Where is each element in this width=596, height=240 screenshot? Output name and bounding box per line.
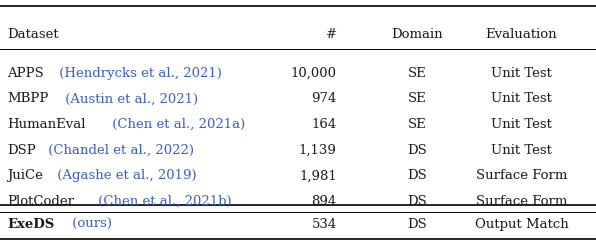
Text: Dataset: Dataset [7,28,59,41]
Text: Surface Form: Surface Form [476,195,567,208]
Text: HumanEval: HumanEval [7,118,86,131]
Text: DS: DS [407,218,427,231]
Text: Unit Test: Unit Test [491,92,552,105]
Text: APPS: APPS [7,67,44,80]
Text: Output Match: Output Match [474,218,569,231]
Text: DS: DS [407,195,427,208]
Text: MBPP: MBPP [7,92,48,105]
Text: DS: DS [407,144,427,157]
Text: Unit Test: Unit Test [491,144,552,157]
Text: SE: SE [408,118,427,131]
Text: (Chen et al., 2021a): (Chen et al., 2021a) [108,118,246,131]
Text: (Austin et al., 2021): (Austin et al., 2021) [61,92,198,105]
Text: (Hendrycks et al., 2021): (Hendrycks et al., 2021) [55,67,222,80]
Text: #: # [325,28,337,41]
Text: Evaluation: Evaluation [486,28,557,41]
Text: Unit Test: Unit Test [491,67,552,80]
Text: 974: 974 [311,92,337,105]
Text: DS: DS [407,169,427,182]
Text: 534: 534 [312,218,337,231]
Text: 164: 164 [312,118,337,131]
Text: DSP: DSP [7,144,36,157]
Text: Surface Form: Surface Form [476,169,567,182]
Text: JuiCe: JuiCe [7,169,43,182]
Text: SE: SE [408,92,427,105]
Text: (ours): (ours) [68,218,112,231]
Text: (Chandel et al., 2022): (Chandel et al., 2022) [44,144,194,157]
Text: 1,139: 1,139 [299,144,337,157]
Text: 1,981: 1,981 [299,169,337,182]
Text: (Agashe et al., 2019): (Agashe et al., 2019) [54,169,197,182]
Text: 894: 894 [312,195,337,208]
Text: 10,000: 10,000 [291,67,337,80]
Text: (Chen et al., 2021b): (Chen et al., 2021b) [94,195,231,208]
Text: ExeDS: ExeDS [7,218,54,231]
Text: Domain: Domain [392,28,443,41]
Text: SE: SE [408,67,427,80]
Text: Unit Test: Unit Test [491,118,552,131]
Text: PlotCoder: PlotCoder [7,195,74,208]
